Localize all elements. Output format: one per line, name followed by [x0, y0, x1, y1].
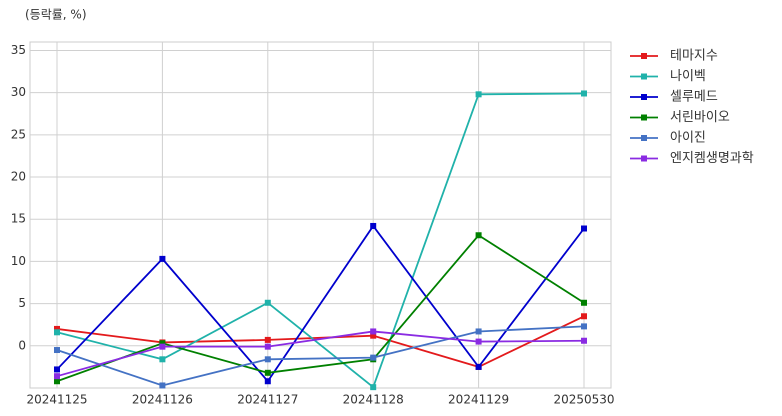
legend-label: 서린바이오: [670, 110, 730, 125]
chart-title: (등락률, %): [25, 8, 87, 22]
series-line: [56, 234, 585, 383]
point-marker: [475, 328, 482, 335]
legend-label: 아이진: [670, 131, 706, 146]
point-marker: [159, 356, 166, 363]
point-marker: [581, 313, 587, 320]
point-marker: [370, 222, 377, 229]
legend-marker: [641, 155, 647, 162]
point-marker: [581, 299, 587, 306]
legend-marker: [641, 53, 647, 59]
series-line: [56, 224, 585, 383]
point-marker: [54, 366, 60, 373]
legend-marker: [641, 135, 647, 141]
y-tick-label: 35: [11, 43, 26, 57]
y-tick-label: 10: [11, 254, 26, 268]
plot-frame: [29, 41, 612, 389]
point-marker: [159, 340, 166, 347]
point-marker: [370, 328, 377, 335]
legend-label: 엔지켐생명과학: [670, 151, 754, 166]
series-line: [56, 315, 585, 368]
point-marker: [54, 329, 60, 336]
point-marker: [54, 373, 60, 380]
point-marker: [370, 354, 377, 361]
x-tick-label: 20241129: [448, 393, 509, 407]
point-marker: [264, 299, 271, 306]
y-tick-label: 30: [11, 85, 26, 99]
x-tick-label: 20241126: [132, 393, 193, 407]
y-tick-label: 0: [18, 338, 26, 352]
x-tick-label: 20241127: [237, 393, 298, 407]
point-marker: [370, 332, 377, 339]
point-marker: [159, 382, 166, 389]
x-tick-label: 20250530: [553, 393, 614, 407]
point-marker: [264, 356, 271, 363]
legend-marker: [641, 73, 647, 80]
legend-label: 셀루메드: [670, 90, 718, 105]
y-tick-label: 20: [11, 170, 26, 184]
point-marker: [581, 90, 587, 97]
x-tick-label: 20241125: [26, 393, 87, 407]
y-tick-label: 25: [11, 127, 26, 141]
point-marker: [159, 343, 166, 350]
x-tick-label: 20241128: [343, 393, 404, 407]
point-marker: [54, 378, 60, 385]
point-marker: [159, 255, 166, 262]
legend-marker: [641, 114, 647, 121]
y-tick-label: 15: [11, 212, 26, 226]
point-marker: [264, 369, 271, 376]
series-line: [56, 325, 585, 387]
series-line: [56, 92, 585, 389]
legend-label: 테마지수: [670, 49, 718, 64]
point-marker: [475, 363, 482, 370]
point-marker: [581, 323, 587, 330]
point-marker: [475, 338, 482, 345]
point-marker: [475, 232, 482, 239]
y-tick-label: 5: [18, 296, 26, 310]
point-marker: [581, 225, 587, 232]
legend-label: 나이벡: [670, 69, 706, 84]
point-marker: [370, 384, 377, 391]
series-line: [56, 330, 585, 378]
point-marker: [264, 343, 271, 350]
point-marker: [54, 347, 60, 354]
point-marker: [54, 325, 60, 332]
point-marker: [264, 378, 271, 385]
point-marker: [475, 91, 482, 98]
point-marker: [264, 336, 271, 343]
legend-marker: [641, 94, 647, 100]
point-marker: [581, 337, 587, 344]
